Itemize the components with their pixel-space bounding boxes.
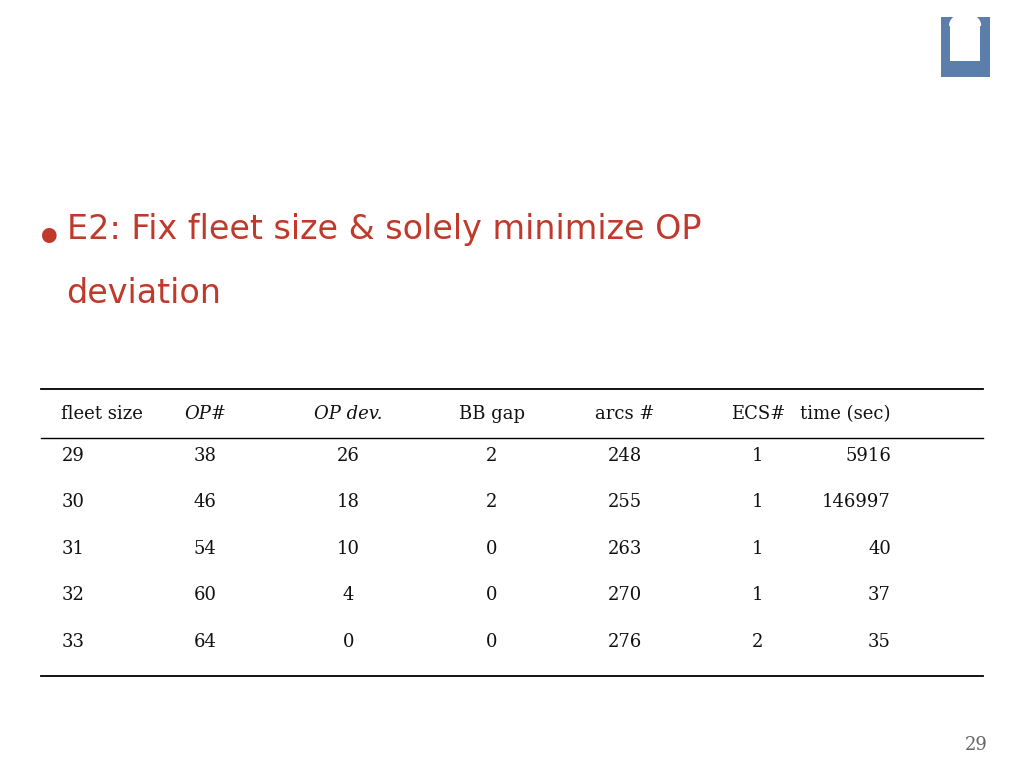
Text: 29: 29 xyxy=(966,737,988,754)
Text: 37: 37 xyxy=(868,586,891,604)
Text: 2: 2 xyxy=(485,447,498,465)
Text: 146997: 146997 xyxy=(822,493,891,511)
Text: 33: 33 xyxy=(61,633,84,650)
Text: 1: 1 xyxy=(752,493,764,511)
Text: 2: 2 xyxy=(752,633,764,650)
Text: 248: 248 xyxy=(607,447,642,465)
Text: OP dev.: OP dev. xyxy=(314,406,382,423)
Text: time (sec): time (sec) xyxy=(801,406,891,423)
Text: 276: 276 xyxy=(607,633,642,650)
Text: 1: 1 xyxy=(752,586,764,604)
Text: 26: 26 xyxy=(337,447,359,465)
Text: 64: 64 xyxy=(194,633,216,650)
Text: E2: Fix fleet size & solely minimize OP: E2: Fix fleet size & solely minimize OP xyxy=(67,213,701,246)
Text: 263: 263 xyxy=(607,540,642,558)
Text: 38: 38 xyxy=(194,447,216,465)
Text: 54: 54 xyxy=(194,540,216,558)
Text: 40: 40 xyxy=(868,540,891,558)
Text: BB gap: BB gap xyxy=(459,406,524,423)
Text: arcs #: arcs # xyxy=(595,406,654,423)
Bar xyxy=(940,17,989,77)
Text: 60: 60 xyxy=(194,586,216,604)
Text: fleet size: fleet size xyxy=(61,406,143,423)
Text: 270: 270 xyxy=(607,586,642,604)
Bar xyxy=(950,25,981,61)
Text: 255: 255 xyxy=(607,493,642,511)
Text: 1: 1 xyxy=(752,540,764,558)
Text: 18: 18 xyxy=(337,493,359,511)
Text: UNIVERSITY OF LEEDS: UNIVERSITY OF LEEDS xyxy=(908,87,1022,95)
Polygon shape xyxy=(950,14,981,25)
Text: 46: 46 xyxy=(194,493,216,511)
Text: 0: 0 xyxy=(342,633,354,650)
Text: 31: 31 xyxy=(61,540,84,558)
Text: 30: 30 xyxy=(61,493,84,511)
Text: Computational experiments:: Computational experiments: xyxy=(31,32,546,67)
Text: Results on E2: Results on E2 xyxy=(31,81,239,110)
Text: 2: 2 xyxy=(485,493,498,511)
Text: 1: 1 xyxy=(752,447,764,465)
Text: 5916: 5916 xyxy=(845,447,891,465)
Text: 32: 32 xyxy=(61,586,84,604)
Text: 35: 35 xyxy=(868,633,891,650)
Text: 4: 4 xyxy=(342,586,354,604)
Text: OP#: OP# xyxy=(183,406,226,423)
Text: deviation: deviation xyxy=(67,276,221,310)
Text: 0: 0 xyxy=(485,540,498,558)
Text: 0: 0 xyxy=(485,586,498,604)
Text: 10: 10 xyxy=(337,540,359,558)
Bar xyxy=(934,12,995,81)
Text: •: • xyxy=(36,218,62,260)
Text: ECS#: ECS# xyxy=(730,406,785,423)
Text: 29: 29 xyxy=(61,447,84,465)
Text: 0: 0 xyxy=(485,633,498,650)
